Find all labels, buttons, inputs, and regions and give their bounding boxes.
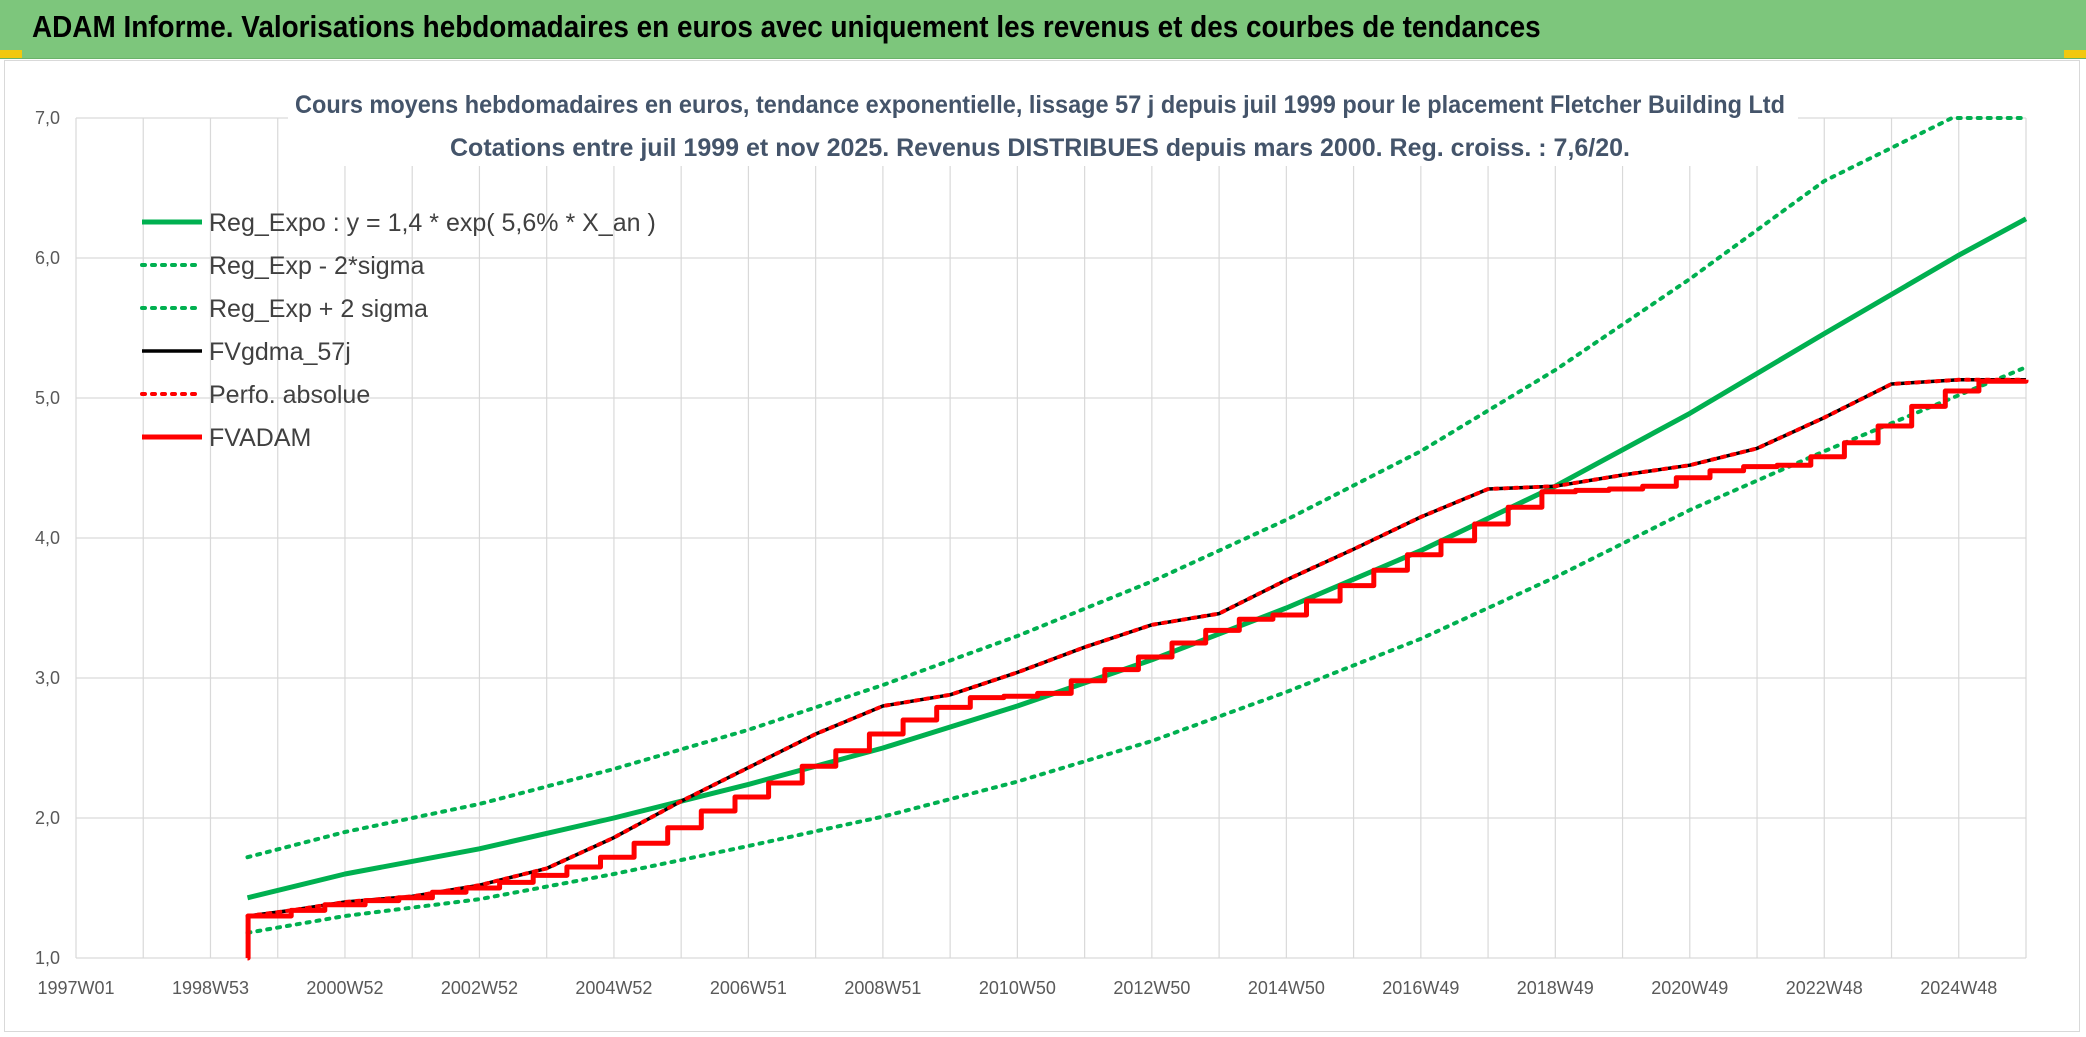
series-line-3 [247,378,2026,918]
legend-label: FVgdma_57j [209,338,351,366]
x-tick-label: 2000W52 [306,978,383,998]
x-tick-label: 2014W50 [1248,978,1325,998]
x-tick-label: 2006W51 [710,978,787,998]
legend-label: Reg_Exp + 2 sigma [209,295,428,323]
x-tick-label: 1998W53 [172,978,249,998]
series-line-0 [246,216,2028,901]
y-tick-label: 5,0 [35,388,60,408]
x-tick-label: 2004W52 [575,978,652,998]
chart-title: Cours moyens hebdomadaires en euros, ten… [295,91,1785,119]
x-tick-label: 2018W49 [1517,978,1594,998]
y-tick-label: 3,0 [35,668,60,688]
x-tick-label: 2022W48 [1786,978,1863,998]
page-title: ADAM Informe. Valorisations hebdomadaire… [32,9,1541,44]
legend-label: FVADAM [209,424,311,452]
y-tick-label: 1,0 [35,948,60,968]
legend-label: Reg_Expo : y = 1,4 * exp( 5,6% * X_an ) [209,209,656,237]
y-tick-label: 7,0 [35,108,60,128]
x-tick-label: 2012W50 [1113,978,1190,998]
x-tick-label: 1997W01 [37,978,114,998]
grid-layer [75,117,2027,959]
series-layer [245,116,2029,961]
title-background [288,86,1798,166]
x-tick-label: 2024W48 [1920,978,1997,998]
x-tick-label: 2016W49 [1382,978,1459,998]
y-tick-label: 6,0 [35,248,60,268]
tick-layer: 1,0 2,0 3,0 4,0 5,0 6,0 7,0 1997W01 1998W53 2000W… [35,108,1997,998]
series-line-1 [245,365,2028,935]
legend: Reg_Expo : y = 1,4 * exp( 5,6% * X_an ) R… [140,209,656,452]
corner-marker-right [2064,50,2086,58]
x-tick-label: 2020W49 [1651,978,1728,998]
y-tick-label: 2,0 [35,808,60,828]
corner-marker-left [0,50,22,58]
series-line-5 [245,378,2029,961]
chart-frame [4,60,2080,1032]
legend-label: Perfo. absolue [209,381,370,409]
header-bar: ADAM Informe. Valorisations hebdomadaire… [0,0,2086,59]
y-tick-label: 4,0 [35,528,60,548]
chart-subtitle: Cotations entre juil 1999 et nov 2025. R… [450,134,1630,162]
x-tick-label: 2002W52 [441,978,518,998]
series-line-4 [245,377,2028,918]
x-tick-label: 2008W51 [844,978,921,998]
legend-label: Reg_Exp - 2*sigma [209,252,424,280]
series-line-2 [245,116,2028,860]
x-tick-label: 2010W50 [979,978,1056,998]
